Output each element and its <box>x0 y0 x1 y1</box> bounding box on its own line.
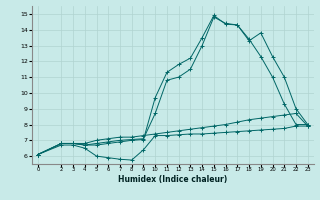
X-axis label: Humidex (Indice chaleur): Humidex (Indice chaleur) <box>118 175 228 184</box>
